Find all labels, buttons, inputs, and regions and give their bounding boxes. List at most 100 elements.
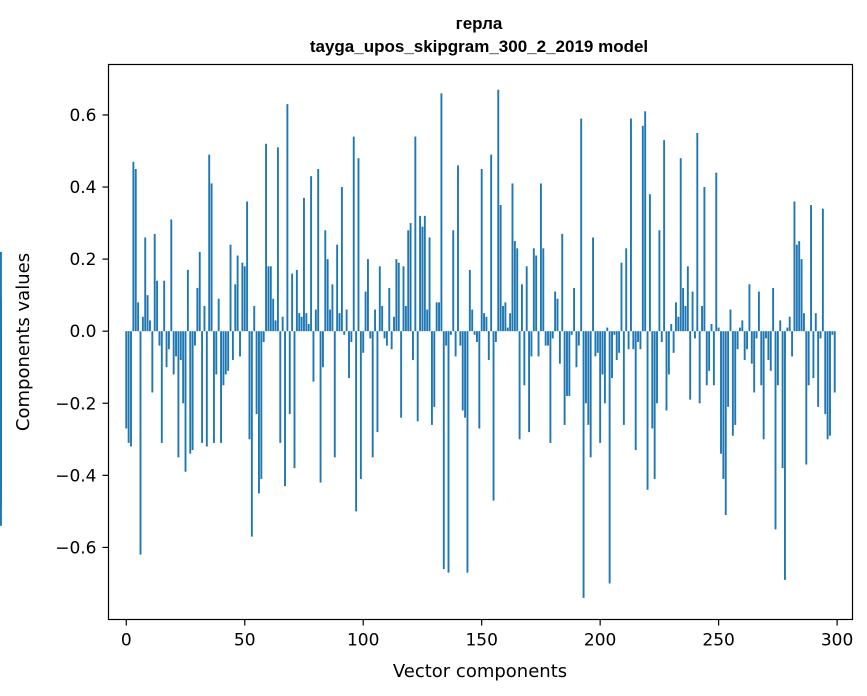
bar-46 <box>234 284 237 332</box>
bar-99 <box>359 331 362 479</box>
bar-37 <box>212 331 215 443</box>
bar-227 <box>663 140 666 332</box>
bar-89 <box>336 244 339 332</box>
y-tick-label: 0.6 <box>69 106 96 126</box>
bar-134 <box>442 331 445 570</box>
bar-30 <box>196 287 199 332</box>
bar-63 <box>274 320 277 332</box>
bar-83 <box>321 331 324 368</box>
bar-series <box>0 89 836 598</box>
bar-116 <box>400 331 403 418</box>
bar-101 <box>364 291 367 332</box>
bar-254 <box>727 331 730 407</box>
bar-48 <box>239 331 241 357</box>
bar-205 <box>611 331 613 379</box>
y-tick-label: −0.6 <box>55 538 96 558</box>
bar-218 <box>641 125 644 332</box>
bar-52 <box>248 331 251 440</box>
bar-230 <box>670 323 673 332</box>
bar-170 <box>528 331 531 433</box>
bar-87 <box>331 284 334 332</box>
bar-77 <box>307 323 310 332</box>
bar-126 <box>423 215 426 332</box>
bar-100 <box>362 331 365 353</box>
bar-33 <box>203 305 206 332</box>
bar-237 <box>686 266 689 332</box>
bar-71 <box>293 331 296 469</box>
bar-17 <box>165 331 168 368</box>
y-tick-label: 0.2 <box>69 250 96 270</box>
bar-65 <box>279 331 282 443</box>
bar-10 <box>149 320 151 332</box>
bar-177 <box>544 331 547 346</box>
bar-287 <box>805 331 808 465</box>
bar-29 <box>194 331 196 346</box>
x-tick-label: 150 <box>465 631 497 651</box>
bar-145 <box>468 269 471 332</box>
bar-142 <box>461 331 464 411</box>
bar-94 <box>348 331 350 379</box>
x-tick-label: 250 <box>702 631 734 651</box>
bar-245 <box>705 331 708 386</box>
bar-197 <box>592 237 594 332</box>
x-tick-label: 300 <box>821 631 853 651</box>
bar-232 <box>675 302 677 332</box>
bar-209 <box>620 262 623 332</box>
bar-171 <box>530 331 533 357</box>
bar-102 <box>367 259 369 332</box>
bar-243 <box>701 305 703 332</box>
bar-294 <box>821 208 824 332</box>
bar-110 <box>385 331 388 346</box>
bar-147 <box>473 331 476 335</box>
bar-291 <box>814 313 817 332</box>
bar-undefined <box>0 251 2 332</box>
bar-297 <box>829 331 831 436</box>
bar-231 <box>672 331 675 353</box>
bar-113 <box>393 316 395 332</box>
bar-228 <box>665 331 668 411</box>
bar-267 <box>757 291 760 332</box>
bar-139 <box>454 331 457 357</box>
bar-277 <box>781 331 784 469</box>
bar-194 <box>584 331 587 404</box>
bar-223 <box>653 331 656 479</box>
bar-18 <box>167 331 170 350</box>
bar-220 <box>646 331 649 490</box>
bar-118 <box>404 305 407 332</box>
y-tick-label: −0.4 <box>55 466 96 486</box>
bar-252 <box>722 331 725 479</box>
bar-1 <box>127 331 130 443</box>
bar-124 <box>419 215 422 332</box>
bar-261 <box>743 331 746 361</box>
bar-136 <box>447 331 450 573</box>
bar-238 <box>689 331 692 400</box>
bar-86 <box>329 309 331 332</box>
bar-157 <box>497 89 500 332</box>
bar-253 <box>724 331 727 515</box>
bar-184 <box>561 233 564 332</box>
bar-38 <box>215 331 218 375</box>
bar-125 <box>421 226 424 332</box>
bar-168 <box>523 331 526 386</box>
bar-255 <box>729 309 732 332</box>
bar-14 <box>158 331 161 346</box>
bar-160 <box>504 302 507 332</box>
bar-138 <box>452 230 455 332</box>
bar-166 <box>518 331 521 440</box>
bar-259 <box>739 327 741 332</box>
bar-208 <box>618 331 621 353</box>
bar-13 <box>156 280 159 332</box>
bar-247 <box>710 323 713 332</box>
bar-36 <box>210 183 213 332</box>
bar-202 <box>603 331 606 404</box>
bar-81 <box>317 169 320 332</box>
bar-42 <box>224 331 227 375</box>
bar-107 <box>378 266 381 332</box>
bar-96 <box>352 136 355 332</box>
y-tick-label: −0.2 <box>55 394 96 414</box>
bar-266 <box>755 331 758 339</box>
bar-281 <box>791 331 794 357</box>
bar-180 <box>551 331 554 339</box>
bar-241 <box>696 132 699 332</box>
bar-251 <box>720 331 722 454</box>
